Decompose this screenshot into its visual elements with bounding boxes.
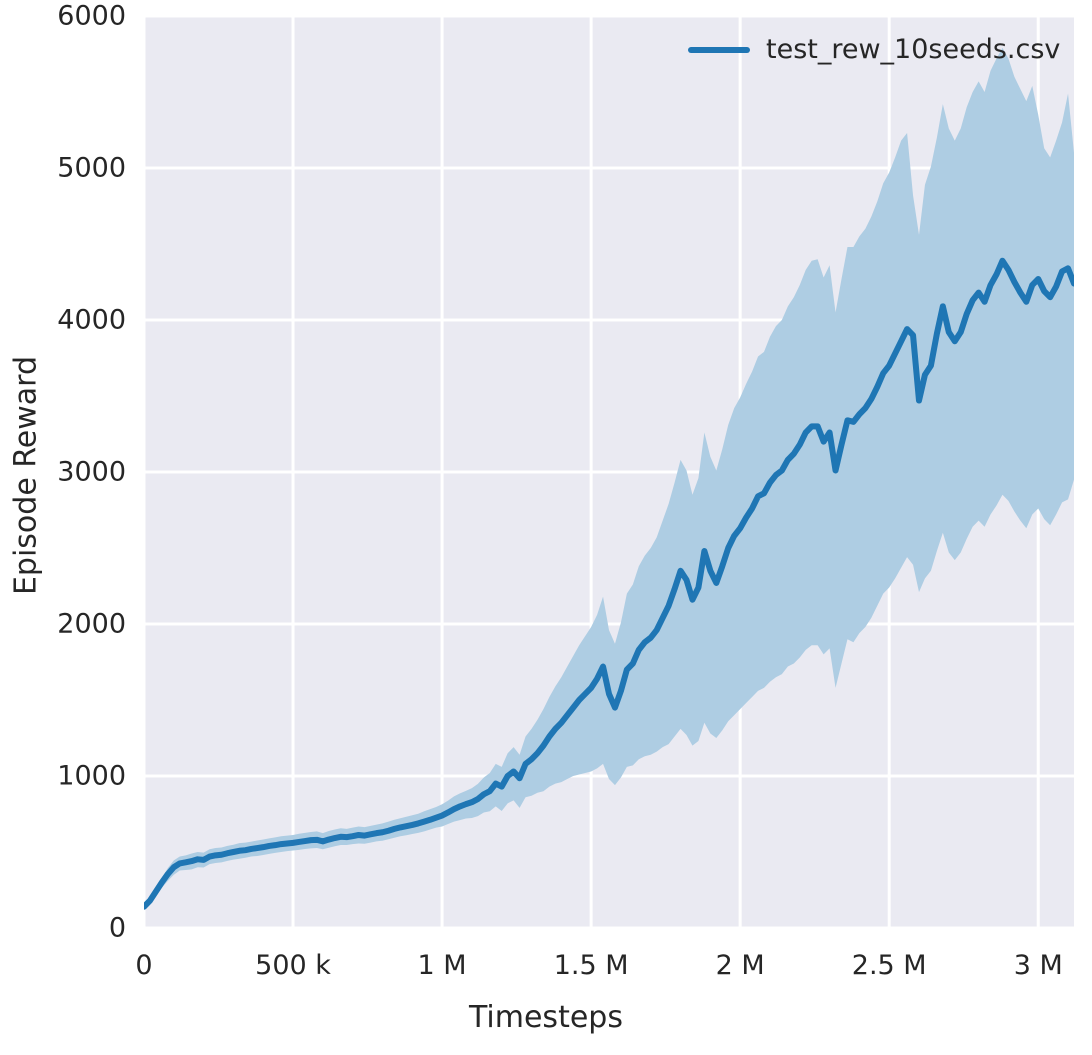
x-axis-tick-label: 0 (135, 950, 153, 981)
x-axis-tick-label: 1 M (417, 950, 467, 981)
legend-entry-label: test_rew_10seeds.csv (766, 34, 1061, 65)
legend-line-swatch-icon (688, 46, 750, 53)
y-axis-tick-label: 6000 (57, 0, 126, 32)
y-axis-tick-label: 4000 (57, 304, 126, 336)
x-axis-tick-label: 500 k (255, 950, 331, 981)
y-axis-tick-label: 3000 (57, 456, 126, 488)
confidence-band (144, 47, 1074, 907)
y-axis-tick-label: 1000 (57, 760, 126, 792)
x-axis-tick-label: 3 M (1013, 950, 1063, 981)
y-axis-tick-label: 2000 (57, 608, 126, 640)
y-axis-tick-label: 5000 (57, 152, 126, 184)
mean-line (144, 257, 1074, 910)
y-axis-title: Episode Reward (8, 355, 44, 596)
y-axis-tick-label: 0 (108, 912, 126, 944)
legend: test_rew_10seeds.csv (680, 30, 1068, 69)
x-axis-tick-label: 1.5 M (553, 950, 629, 981)
x-axis-title: Timesteps (469, 1000, 623, 1035)
x-axis-tick-label: 2 M (715, 950, 765, 981)
x-axis-tick-label: 2.5 M (851, 950, 927, 981)
